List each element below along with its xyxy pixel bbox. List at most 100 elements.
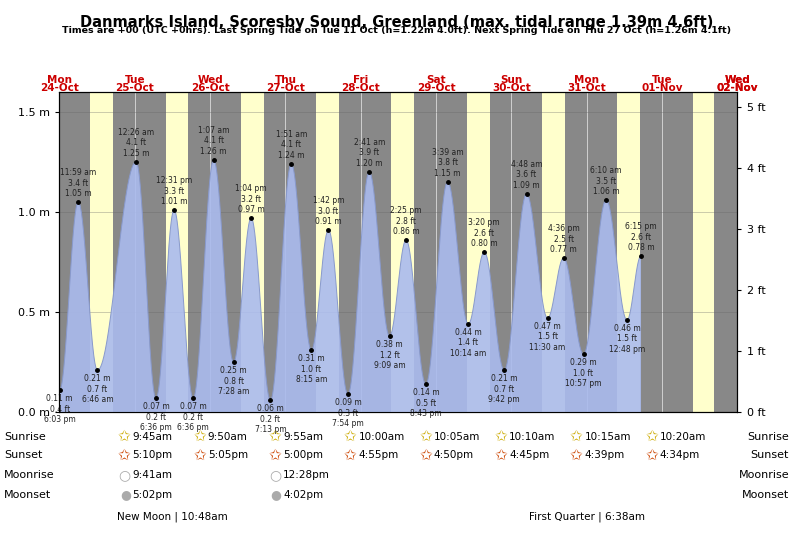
Text: Mon: Mon: [47, 74, 72, 85]
Text: ○: ○: [270, 468, 282, 482]
Text: 4:36 pm
2.5 ft
0.77 m: 4:36 pm 2.5 ft 0.77 m: [548, 224, 580, 254]
Text: ✩: ✩: [570, 448, 583, 463]
Text: 6:10 am
3.5 ft
1.06 m: 6:10 am 3.5 ft 1.06 m: [591, 166, 622, 196]
Text: 5:10pm: 5:10pm: [132, 451, 173, 460]
Text: New Moon | 10:48am: New Moon | 10:48am: [117, 511, 228, 522]
Text: Fri: Fri: [353, 74, 369, 85]
Text: 1:07 am
4.1 ft
1.26 m: 1:07 am 4.1 ft 1.26 m: [198, 126, 229, 156]
Bar: [692, 92, 714, 412]
Text: 4:55pm: 4:55pm: [358, 451, 399, 460]
Text: 2:41 am
3.9 ft
1.20 m: 2:41 am 3.9 ft 1.20 m: [354, 137, 385, 168]
Bar: [392, 92, 414, 412]
Text: 0.07 m
0.2 ft
6:36 pm: 0.07 m 0.2 ft 6:36 pm: [140, 402, 172, 432]
Text: 0.09 m
0.3 ft
7:54 pm: 0.09 m 0.3 ft 7:54 pm: [332, 398, 364, 429]
Text: Sunset: Sunset: [4, 451, 42, 460]
Text: ✩: ✩: [193, 448, 206, 463]
Text: 4:39pm: 4:39pm: [584, 451, 625, 460]
Text: 0.47 m
1.5 ft
11:30 am: 0.47 m 1.5 ft 11:30 am: [530, 322, 565, 352]
Text: 12:31 pm
3.3 ft
1.01 m: 12:31 pm 3.3 ft 1.01 m: [156, 176, 192, 206]
Text: 0.06 m
0.2 ft
7:13 pm: 0.06 m 0.2 ft 7:13 pm: [255, 404, 286, 434]
Text: 1:42 pm
3.0 ft
0.91 m: 1:42 pm 3.0 ft 0.91 m: [312, 196, 344, 226]
Text: 10:15am: 10:15am: [584, 432, 631, 441]
Text: Moonrise: Moonrise: [738, 471, 789, 480]
Text: 27-Oct: 27-Oct: [266, 82, 305, 93]
Text: Moonrise: Moonrise: [4, 471, 55, 480]
Bar: [166, 92, 189, 412]
Text: ✩: ✩: [419, 429, 432, 444]
Bar: [467, 92, 489, 412]
Text: ✩: ✩: [646, 429, 658, 444]
Bar: [241, 92, 263, 412]
Text: 9:50am: 9:50am: [208, 432, 247, 441]
Text: 10:10am: 10:10am: [509, 432, 555, 441]
Text: Times are +00 (UTC +0hrs). Last Spring Tide on Tue 11 Oct (h=1.22m 4.0ft). Next : Times are +00 (UTC +0hrs). Last Spring T…: [62, 26, 731, 35]
Text: ✩: ✩: [269, 429, 282, 444]
Text: ✩: ✩: [118, 429, 131, 444]
Text: 0.31 m
1.0 ft
8:15 am: 0.31 m 1.0 ft 8:15 am: [296, 354, 327, 384]
Text: 0.46 m
1.5 ft
12:48 pm: 0.46 m 1.5 ft 12:48 pm: [609, 324, 646, 354]
Text: ✩: ✩: [344, 429, 357, 444]
Text: 01-Nov: 01-Nov: [642, 82, 683, 93]
Text: ●: ●: [270, 488, 282, 501]
Text: ○: ○: [119, 468, 131, 482]
Text: 28-Oct: 28-Oct: [342, 82, 380, 93]
Text: 9:55am: 9:55am: [283, 432, 323, 441]
Text: 3:20 pm
2.6 ft
0.80 m: 3:20 pm 2.6 ft 0.80 m: [469, 218, 500, 248]
Text: ✩: ✩: [495, 448, 508, 463]
Text: First Quarter | 6:38am: First Quarter | 6:38am: [529, 511, 645, 522]
Text: 0.21 m
0.7 ft
6:46 am: 0.21 m 0.7 ft 6:46 am: [82, 374, 113, 404]
Text: 4:45pm: 4:45pm: [509, 451, 550, 460]
Text: 24-Oct: 24-Oct: [40, 82, 79, 93]
Text: 6:15 pm
2.6 ft
0.78 m: 6:15 pm 2.6 ft 0.78 m: [625, 222, 657, 252]
Text: Mon: Mon: [574, 74, 600, 85]
Text: Wed: Wed: [725, 74, 750, 85]
Text: 4:02pm: 4:02pm: [283, 490, 324, 500]
Text: Sat: Sat: [427, 74, 446, 85]
Bar: [542, 92, 565, 412]
Text: 10:20am: 10:20am: [660, 432, 706, 441]
Text: 31-Oct: 31-Oct: [568, 82, 606, 93]
Text: 0.29 m
1.0 ft
10:57 pm: 0.29 m 1.0 ft 10:57 pm: [565, 358, 602, 388]
Text: 30-Oct: 30-Oct: [492, 82, 531, 93]
Text: ✩: ✩: [118, 448, 131, 463]
Text: Sunset: Sunset: [751, 451, 789, 460]
Text: 12:26 am
4.1 ft
1.25 m: 12:26 am 4.1 ft 1.25 m: [118, 128, 154, 158]
Text: 0.21 m
0.7 ft
9:42 pm: 0.21 m 0.7 ft 9:42 pm: [488, 374, 520, 404]
Text: 0.14 m
0.5 ft
8:43 pm: 0.14 m 0.5 ft 8:43 pm: [410, 388, 442, 418]
Text: Danmarks Island, Scoresby Sound, Greenland (max. tidal range 1.39m 4.6ft): Danmarks Island, Scoresby Sound, Greenla…: [80, 15, 713, 30]
Text: Sunrise: Sunrise: [4, 432, 46, 441]
Polygon shape: [59, 160, 641, 412]
Text: ✩: ✩: [646, 448, 658, 463]
Bar: [316, 92, 339, 412]
Text: Wed: Wed: [197, 74, 223, 85]
Text: ✩: ✩: [495, 429, 508, 444]
Text: 5:00pm: 5:00pm: [283, 451, 323, 460]
Text: ✩: ✩: [344, 448, 357, 463]
Text: 4:50pm: 4:50pm: [434, 451, 474, 460]
Text: 5:05pm: 5:05pm: [208, 451, 248, 460]
Text: Moonset: Moonset: [741, 490, 789, 500]
Text: 0.07 m
0.2 ft
6:36 pm: 0.07 m 0.2 ft 6:36 pm: [178, 402, 209, 432]
Bar: [90, 92, 113, 412]
Text: 9:45am: 9:45am: [132, 432, 172, 441]
Text: 9:41am: 9:41am: [132, 471, 172, 480]
Text: 1:04 pm
3.2 ft
0.97 m: 1:04 pm 3.2 ft 0.97 m: [236, 184, 267, 215]
Text: Tue: Tue: [652, 74, 672, 85]
Text: 02-Nov: 02-Nov: [717, 82, 758, 93]
Text: 0.38 m
1.2 ft
9:09 am: 0.38 m 1.2 ft 9:09 am: [374, 340, 405, 370]
Text: 10:05am: 10:05am: [434, 432, 480, 441]
Text: 12:28pm: 12:28pm: [283, 471, 330, 480]
Text: Thu: Thu: [274, 74, 297, 85]
Text: 25-Oct: 25-Oct: [116, 82, 154, 93]
Text: 0.11 m
0.4 ft
6:03 pm: 0.11 m 0.4 ft 6:03 pm: [44, 394, 75, 424]
Text: 4:48 am
3.6 ft
1.09 m: 4:48 am 3.6 ft 1.09 m: [511, 160, 542, 190]
Text: 02-Nov: 02-Nov: [717, 82, 758, 93]
Text: Sun: Sun: [500, 74, 523, 85]
Text: Wed: Wed: [725, 74, 750, 85]
Text: ✩: ✩: [419, 448, 432, 463]
Text: 0.44 m
1.4 ft
10:14 am: 0.44 m 1.4 ft 10:14 am: [450, 328, 486, 358]
Text: 11:59 am
3.4 ft
1.05 m: 11:59 am 3.4 ft 1.05 m: [60, 168, 97, 198]
Text: 4:34pm: 4:34pm: [660, 451, 700, 460]
Text: 1:51 am
4.1 ft
1.24 m: 1:51 am 4.1 ft 1.24 m: [276, 130, 307, 160]
Text: 29-Oct: 29-Oct: [417, 82, 455, 93]
